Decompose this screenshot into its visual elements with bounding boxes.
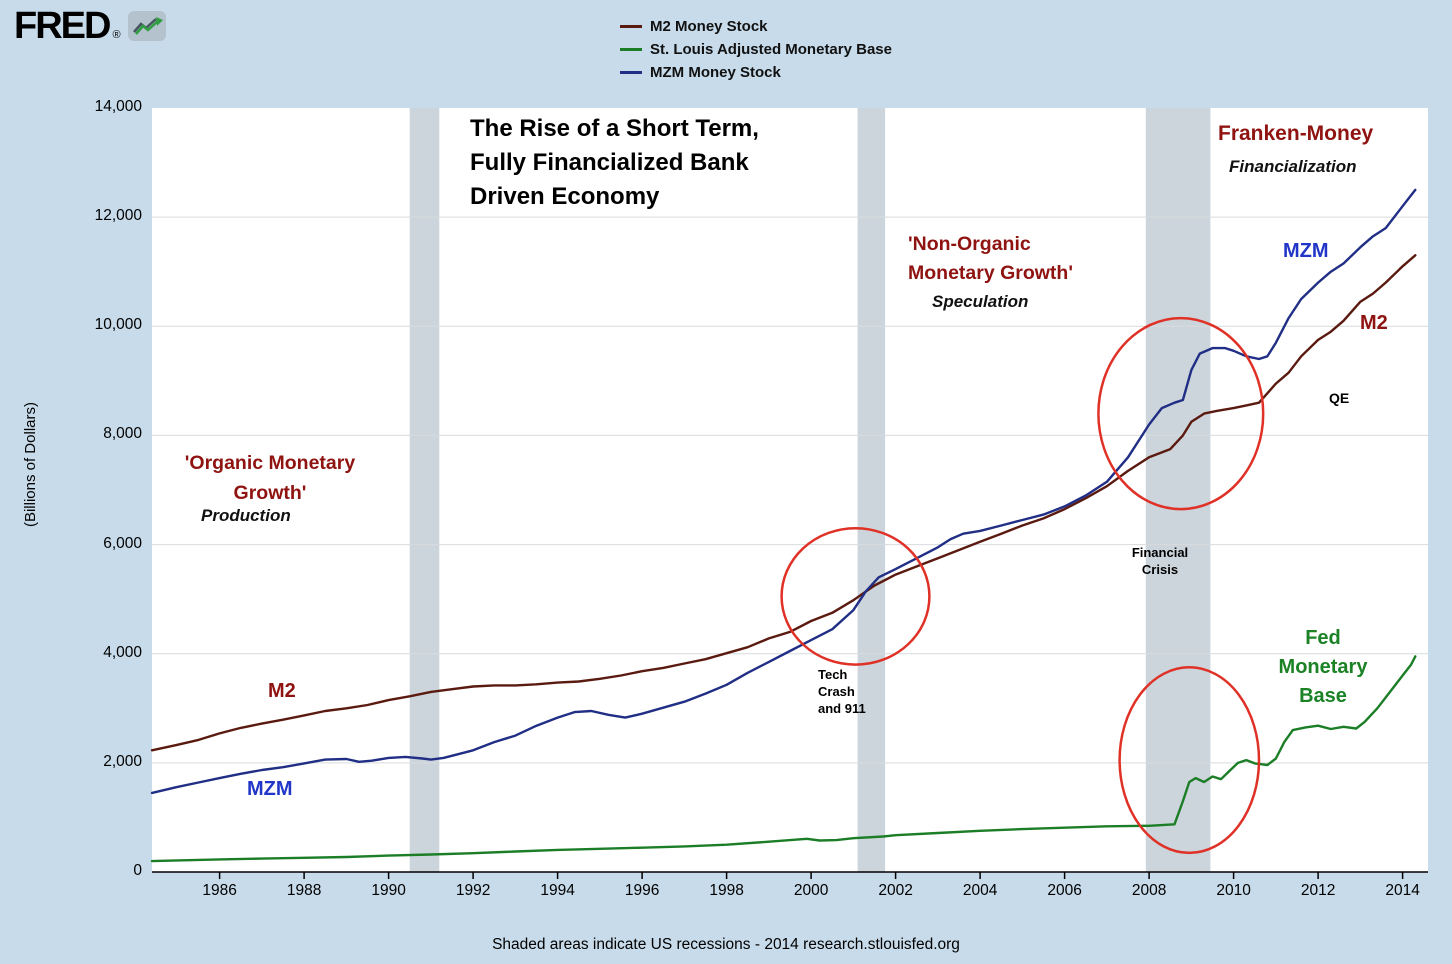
annotation-organic-growth: 'Organic Monetary Growth' [184,452,356,504]
annotation-speculation: Speculation [932,292,1029,311]
x-tick-label: 1994 [540,882,575,899]
x-tick-label: 2002 [878,882,913,899]
legend: M2 Money Stock St. Louis Adjusted Monetar… [620,16,892,82]
annotation-fed-monetary-base: Fed Monetary Base [1278,627,1368,707]
x-tick-label: 2012 [1300,882,1336,899]
y-tick-label: 2,000 [103,752,142,770]
annotation-tech-crash: Tech Crash and 911 [818,667,866,716]
annotation-non-organic-growth: 'Non-Organic Monetary Growth' [908,233,1073,284]
x-tick-label: 1992 [455,882,491,899]
x-tick-label: 1996 [624,882,660,899]
y-tick-label: 0 [133,862,142,879]
annotation-qe: QE [1329,390,1350,406]
y-tick-label: 4,000 [103,643,142,661]
legend-item-label: M2 Money Stock [650,17,768,35]
y-tick-label: 6,000 [103,534,142,552]
highlight-ellipse [1097,316,1265,511]
annotation-m2-right: M2 [1360,312,1388,334]
x-tick-label: 2000 [793,882,829,899]
legend-item: M2 Money Stock [620,16,892,36]
legend-swatch [620,70,642,74]
legend-item-label: St. Louis Adjusted Monetary Base [650,40,892,58]
y-tick-label: 14,000 [94,98,142,115]
legend-item: St. Louis Adjusted Monetary Base [620,39,892,59]
x-tick-label: 2010 [1216,882,1251,899]
x-tick-label: 1998 [709,882,744,899]
footer-caption: Shaded areas indicate US recessions - 20… [492,936,960,953]
annotation-m2-left: M2 [268,680,296,702]
annotation-financialization: Financialization [1229,157,1357,176]
y-axis-title: (Billions of Dollars) [22,402,39,528]
annotation-chart-title: The Rise of a Short Term, Fully Financia… [470,115,759,210]
fred-logo: FRED ® [14,5,167,47]
series-line-monetary-base [150,655,1417,863]
y-tick-label: 12,000 [94,207,142,225]
recession-band [857,108,886,872]
legend-swatch [620,24,642,28]
recession-band [1145,108,1211,872]
fred-logo-chart-icon [127,11,166,41]
annotation-financial-crisis: Financial Crisis [1131,545,1189,577]
y-tick-label: 10,000 [94,316,142,334]
annotation-production: Production [201,506,291,525]
highlight-ellipse [780,526,931,666]
x-tick-label: 1986 [202,882,237,899]
annotation-mzm-right: MZM [1283,240,1329,262]
x-tick-label: 2014 [1385,882,1420,899]
recession-band [409,108,440,872]
legend-item: MZM Money Stock [620,62,892,82]
x-tick-label: 2008 [1131,882,1167,899]
highlight-ellipse [1118,666,1261,855]
x-tick-label: 1988 [286,882,322,899]
x-tick-label: 2004 [962,882,998,899]
legend-item-label: MZM Money Stock [650,63,781,81]
annotation-franken-money: Franken-Money [1218,122,1374,145]
y-tick-label: 8,000 [103,425,142,443]
annotation-mzm-left: MZM [247,778,293,800]
legend-swatch [620,47,642,51]
fred-logo-text: FRED [14,5,111,47]
x-tick-label: 2006 [1047,882,1082,899]
fred-logo-registered: ® [112,29,121,41]
x-tick-label: 1990 [371,882,406,899]
